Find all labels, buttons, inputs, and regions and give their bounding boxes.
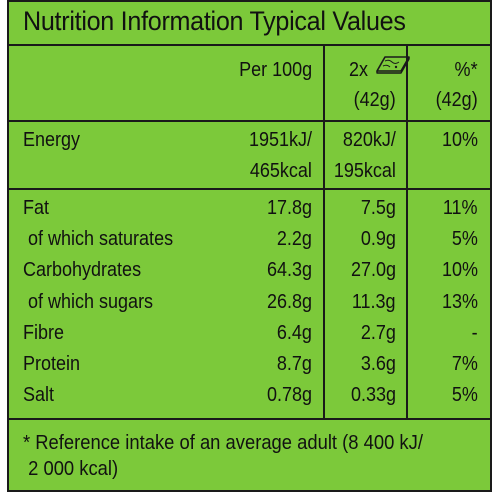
row-salt-ri: 5% [451, 384, 478, 406]
row-fibre-per100: 6.4g [276, 322, 312, 344]
row-sugars-portion: 11.3g [352, 291, 396, 313]
header-divider [9, 120, 490, 122]
row-energy-per100-kj: 1951kJ/ [248, 129, 312, 151]
row-carbohydrates-per100: 64.3g [266, 259, 312, 281]
row-label-sugars: of which sugars [23, 291, 154, 313]
row-fibre-portion: 2.7g [360, 322, 396, 344]
panel-title: Nutrition Information Typical Values [23, 6, 406, 36]
row-protein-per100: 8.7g [276, 353, 312, 375]
row-fat-portion: 7.5g [360, 197, 396, 219]
row-sugars-ri: 13% [441, 291, 478, 313]
row-energy-portion-kcal: 195kcal [333, 160, 396, 182]
row-protein-portion: 3.6g [360, 353, 396, 375]
row-label-energy: Energy [23, 129, 81, 151]
row-label-carbohydrates: Carbohydrates [23, 259, 142, 281]
footnote-divider [9, 418, 490, 420]
row-label-salt: Salt [23, 384, 55, 406]
row-saturates-ri: 5% [451, 228, 478, 250]
footnote: * Reference intake of an average adult (… [23, 430, 423, 482]
row-salt-per100: 0.78g [266, 384, 312, 406]
nutrition-panel: Nutrition Information Typical Values Per… [7, 0, 492, 492]
column-divider-1 [323, 44, 325, 418]
row-carbohydrates-portion: 27.0g [350, 259, 396, 281]
footnote-line-2: 2 000 kcal) [23, 458, 119, 480]
row-saturates-portion: 0.9g [360, 228, 396, 250]
row-saturates-per100: 2.2g [276, 228, 312, 250]
row-energy-portion-kj: 820kJ/ [342, 129, 396, 151]
cereal-bar-icon [376, 56, 410, 74]
row-energy-per100-kcal: 465kcal [249, 160, 312, 182]
row-fat-ri: 11% [443, 197, 478, 219]
row-label-fibre: Fibre [23, 322, 65, 344]
row-sugars-per100: 26.8g [266, 291, 312, 313]
header-ri-top: %* [454, 59, 478, 81]
footnote-line-1: * Reference intake of an average adult (… [23, 432, 423, 454]
row-fibre-ri: - [471, 322, 478, 344]
row-carbohydrates-ri: 10% [441, 259, 478, 281]
header-ri-bottom: (42g) [435, 89, 478, 111]
column-divider-2 [406, 44, 408, 418]
row-label-protein: Protein [23, 353, 81, 375]
row-protein-ri: 7% [451, 353, 478, 375]
row-fat-per100: 17.8g [266, 197, 312, 219]
row-energy-ri: 10% [441, 129, 478, 151]
energy-divider [9, 188, 490, 190]
title-divider [9, 44, 490, 46]
row-salt-portion: 0.33g [350, 384, 396, 406]
row-label-saturates: of which saturates [23, 228, 174, 250]
header-portion-bottom: (42g) [353, 89, 396, 111]
row-label-fat: Fat [23, 197, 50, 219]
header-per-100g: Per 100g [238, 59, 312, 81]
header-portion-top: 2x [349, 59, 369, 81]
